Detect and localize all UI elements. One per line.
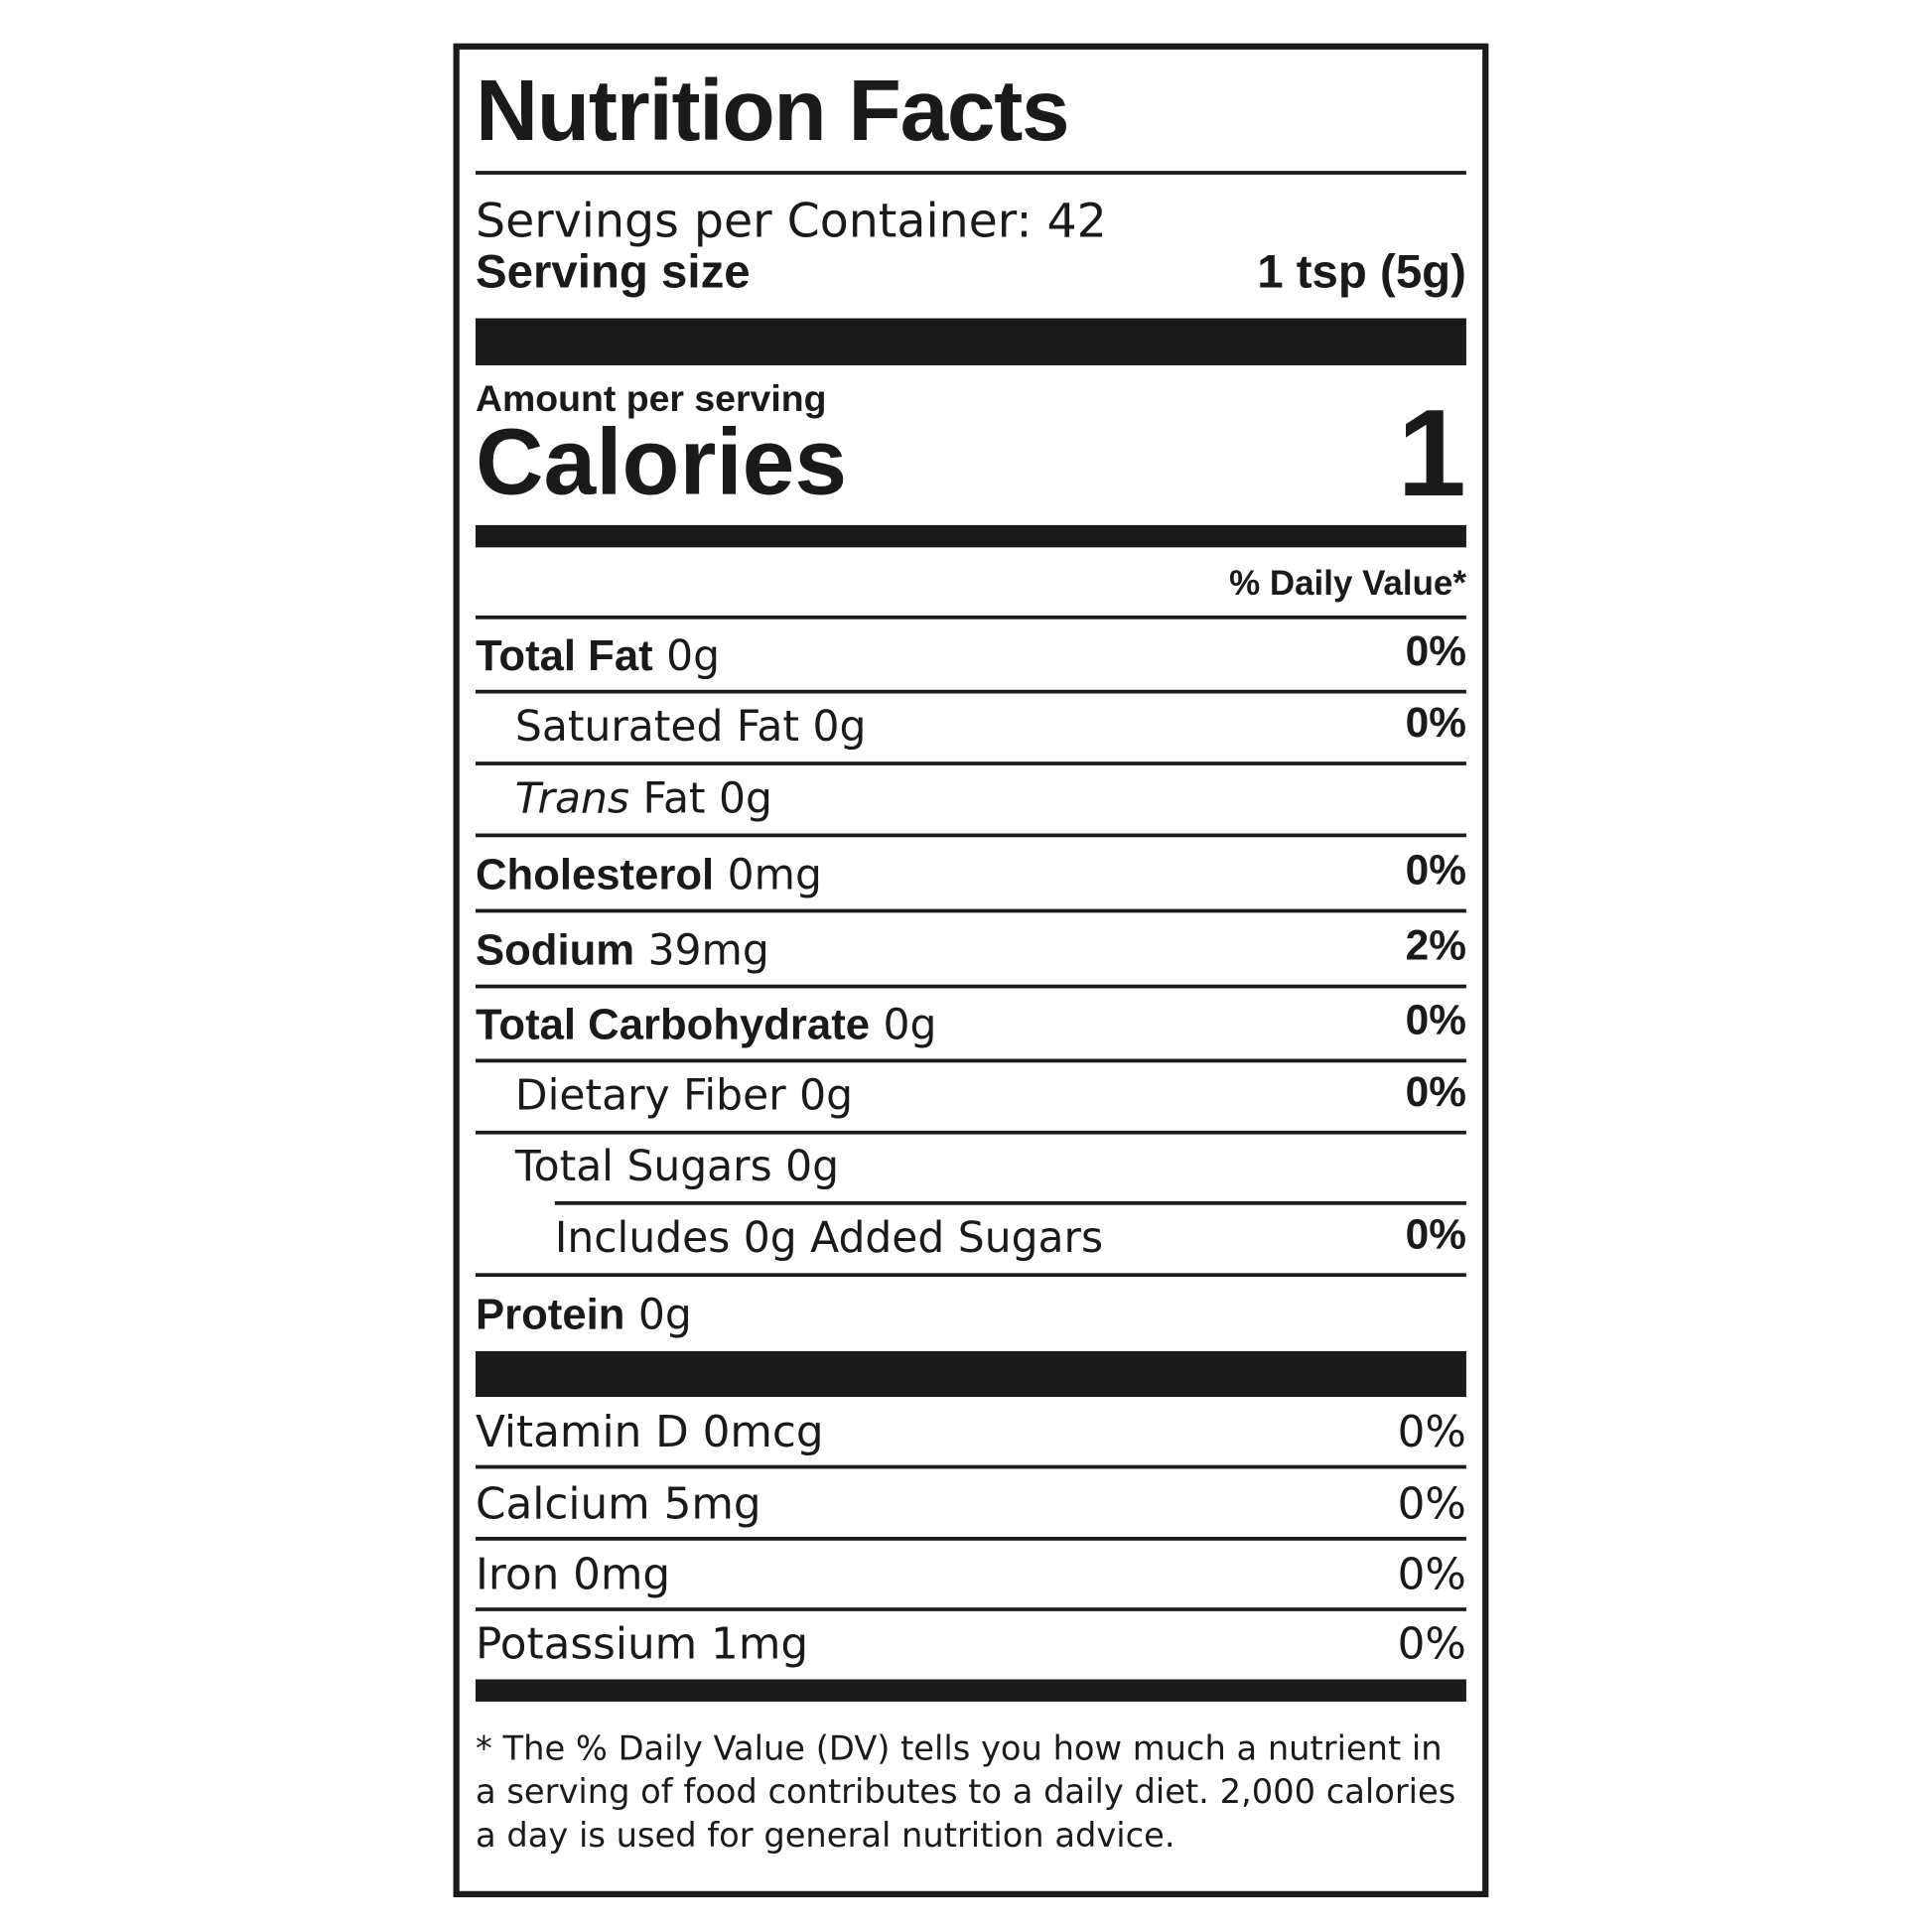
nutrient-name: Total Fat 0g xyxy=(476,634,720,678)
nutrient-amount: 0g xyxy=(883,1000,937,1050)
nutrient-amount: 0g xyxy=(799,1071,854,1121)
nutrient-name: Sodium 39mg xyxy=(476,929,769,973)
vitamin-name: Potassium 1mg xyxy=(476,1619,809,1670)
vitamin-dv: 0% xyxy=(1397,1550,1466,1600)
nutrient-dv: 0% xyxy=(1405,1210,1466,1259)
rule xyxy=(554,1200,1466,1205)
nutrient-label: Total Fat xyxy=(476,631,653,680)
nutrient-label: Saturated Fat xyxy=(514,702,800,753)
nutrient-name: Dietary Fiber 0g xyxy=(515,1075,853,1117)
nutrient-amount: 0g xyxy=(812,702,867,753)
rule xyxy=(476,1464,1466,1469)
rule xyxy=(476,984,1466,989)
nutrient-name: Cholesterol 0mg xyxy=(476,853,822,897)
rule xyxy=(476,171,1466,175)
rule xyxy=(476,1537,1466,1541)
nutrient-dv: 2% xyxy=(1405,922,1466,970)
nutrient-label: Includes 0g Added Sugars xyxy=(554,1213,1104,1264)
label-border xyxy=(453,43,1489,1898)
vitamin-name: Calcium 5mg xyxy=(476,1479,761,1530)
thick-bar xyxy=(476,318,1466,365)
nutrient-amount: 39mg xyxy=(647,926,769,976)
rule xyxy=(476,908,1466,913)
nutrient-dv: 0% xyxy=(1405,627,1466,675)
rule xyxy=(476,615,1466,620)
rule xyxy=(476,833,1466,838)
nutrient-amount: 0g xyxy=(666,631,721,682)
rule xyxy=(476,1058,1466,1063)
medium-bar xyxy=(476,524,1466,548)
calories-label: Calories xyxy=(476,409,848,515)
serving-size-value: 1 tsp (5g) xyxy=(1257,246,1466,299)
nutrient-label: Cholesterol xyxy=(476,850,715,899)
nutrient-dv: 0% xyxy=(1405,997,1466,1044)
nutrient-label: Fat xyxy=(642,773,706,824)
title: Nutrition Facts xyxy=(476,62,1070,159)
nutrient-name: Saturated Fat 0g xyxy=(515,706,867,748)
rule xyxy=(476,761,1466,765)
nutrient-name: Trans Fat 0g xyxy=(515,777,772,819)
vitamin-name: Vitamin D 0mcg xyxy=(476,1408,824,1458)
rule xyxy=(476,1273,1466,1278)
rule xyxy=(476,1130,1466,1135)
medium-bar xyxy=(476,1679,1466,1702)
nutrient-dv: 0% xyxy=(1405,1068,1466,1116)
nutrient-amount: 0g xyxy=(719,773,772,824)
rule xyxy=(476,689,1466,694)
serving-size-label: Serving size xyxy=(476,246,751,299)
nutrient-amount: 0mg xyxy=(727,850,822,900)
nutrient-name: Protein 0g xyxy=(476,1293,692,1336)
nutrient-label: Total Carbohydrate xyxy=(476,1000,871,1049)
amount-per-serving: Amount per serving xyxy=(476,378,827,420)
nutrient-amount: 0g xyxy=(637,1290,692,1340)
vitamin-dv: 0% xyxy=(1397,1619,1466,1670)
nutrient-dv: 0% xyxy=(1405,847,1466,895)
nutrient-label: Total Sugars xyxy=(514,1142,772,1191)
nutrient-name: Total Sugars 0g xyxy=(515,1146,839,1187)
nutrient-dv: 0% xyxy=(1405,699,1466,748)
nutrient-amount: 0g xyxy=(785,1142,840,1191)
vitamin-dv: 0% xyxy=(1397,1479,1466,1530)
dv-header: % Daily Value* xyxy=(1229,563,1466,603)
vitamin-dv: 0% xyxy=(1397,1408,1466,1458)
nutrient-label: Dietary Fiber xyxy=(514,1071,786,1121)
rule xyxy=(476,1607,1466,1611)
nutrient-label: Protein xyxy=(476,1290,625,1339)
nutrient-label: Sodium xyxy=(476,926,635,975)
nutrient-prefix: Trans xyxy=(514,773,629,824)
nutrient-name: Total Carbohydrate 0g xyxy=(476,1003,936,1046)
nutrient-name: Includes 0g Added Sugars xyxy=(555,1217,1103,1259)
thick-bar xyxy=(476,1350,1466,1398)
footnote: * The % Daily Value (DV) tells you how m… xyxy=(476,1729,1456,1856)
calories-value: 1 xyxy=(1397,383,1466,523)
vitamin-name: Iron 0mg xyxy=(476,1550,671,1600)
servings: Servings per Container: 42 xyxy=(476,193,1107,248)
